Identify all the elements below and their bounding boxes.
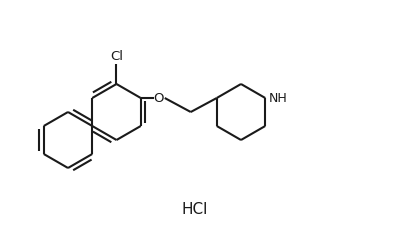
Text: O: O — [154, 92, 164, 104]
Text: HCl: HCl — [182, 202, 208, 217]
Text: Cl: Cl — [110, 50, 123, 63]
Text: NH: NH — [269, 92, 288, 104]
